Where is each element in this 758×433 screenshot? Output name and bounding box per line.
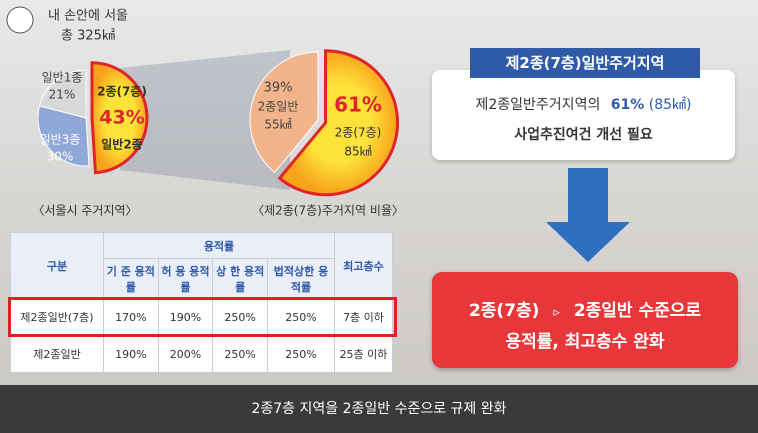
slice-label: 2종일반 xyxy=(258,100,299,114)
slice-label: 일반3종 xyxy=(40,133,81,147)
table-cell: 7층 이하 xyxy=(334,298,393,336)
result-text: 용적률, 최고층수 완화 xyxy=(505,332,665,352)
highlight-label: 2종(7층) xyxy=(97,84,147,99)
slice-value: 61% xyxy=(334,93,382,117)
result-box: 2종(7층) ▹ 2종일반 수준으로 용적률, 최고층수 완화 xyxy=(432,272,738,368)
result-line: 2종(7층) ▹ 2종일반 수준으로 xyxy=(432,296,738,321)
highlight-value: 43% xyxy=(99,107,144,129)
pie-slice xyxy=(37,105,90,167)
table-cell: 170% xyxy=(103,298,159,336)
table-cell: 250% xyxy=(212,335,268,373)
table: 구분 용적률 최고층수 기 준 용적률 허 용 용적률 상 한 용적률 법적상한 용적… xyxy=(10,232,393,373)
table-header: 용적률 xyxy=(103,232,335,259)
total: 총 325㎢ xyxy=(61,29,115,44)
brand: 내 손안에 서울 xyxy=(48,9,128,24)
table-cell: 25층 이하 xyxy=(334,335,393,373)
result-from: 2종(7층) xyxy=(468,301,540,321)
info-text: 제2종일반주거지역의 xyxy=(475,97,601,113)
slice-value: 21% xyxy=(49,88,76,102)
table-cell: 250% xyxy=(266,298,336,336)
info-share: 61% xyxy=(610,97,645,113)
table-subheader: 법적상한 용적률 xyxy=(266,258,336,299)
slice-area: 85㎢ xyxy=(344,145,371,159)
slice-value: 39% xyxy=(264,81,293,96)
table-cell: 200% xyxy=(157,335,214,373)
table-cell: 제2종일반 xyxy=(10,335,104,373)
table-subheader: 상 한 용적률 xyxy=(212,258,268,299)
connector xyxy=(120,50,290,190)
info-line: 제2종일반주거지역의 61% (85㎢) xyxy=(432,94,735,114)
table-subheader: 허 용 용적률 xyxy=(157,258,214,299)
highlight-frame xyxy=(8,297,397,337)
footer-bar xyxy=(0,385,758,433)
info-area: (85㎢) xyxy=(648,97,692,113)
slice-value: 30% xyxy=(47,150,74,164)
info-title: 제2종(7층)일반주거지역 xyxy=(470,48,700,78)
caption: 〈제2종(7층)주거지역 비율〉 xyxy=(252,204,404,218)
footer: 2종7층 지역을 2종일반 수준으로 규제 완화 xyxy=(251,401,506,417)
pie-slice xyxy=(277,49,399,197)
result-arrow: ▹ xyxy=(553,305,560,320)
table-header: 최고층수 xyxy=(334,232,393,299)
table-subheader: 기 준 용적률 xyxy=(103,258,159,299)
down-arrow xyxy=(546,168,630,262)
info-text: 사업추진여건 개선 필요 xyxy=(514,127,653,143)
info-box: 제2종일반주거지역의 61% (85㎢) 사업추진여건 개선 필요 xyxy=(432,70,735,160)
slice-area: 55㎢ xyxy=(264,118,291,132)
table-cell: 190% xyxy=(103,335,159,373)
caption: 〈서울시 주거지역〉 xyxy=(32,204,137,218)
table-cell: 250% xyxy=(266,335,336,373)
table-cell: 제2종일반(7층) xyxy=(10,298,104,336)
slice-label: 일반1종 xyxy=(42,71,83,85)
table-cell: 250% xyxy=(212,298,268,336)
pie-slice xyxy=(90,61,149,175)
pie-slice xyxy=(249,51,319,174)
table-header: 구분 xyxy=(10,232,104,299)
slice-label: 일반2종 xyxy=(101,137,142,152)
logo xyxy=(6,6,34,34)
pie-slice xyxy=(38,69,87,119)
slice-label: 2종(7층) xyxy=(335,126,382,140)
result-to: 2종일반 수준으로 xyxy=(573,301,702,321)
